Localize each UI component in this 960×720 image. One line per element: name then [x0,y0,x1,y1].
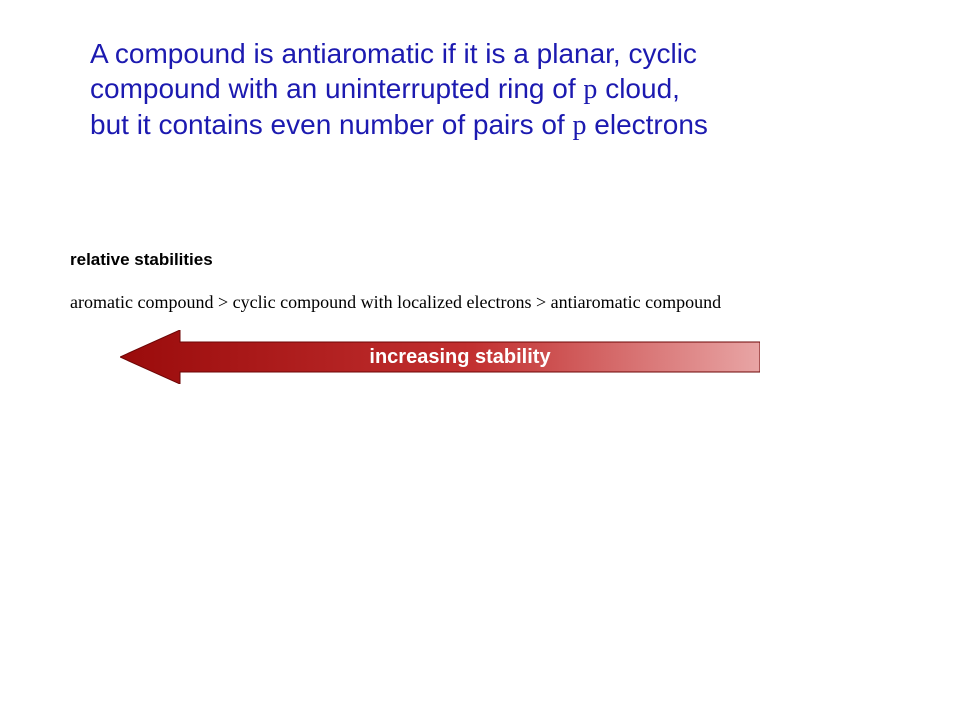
def-line3-b: electrons [587,109,708,140]
def-line3-a: but it contains even number of pairs of [90,109,573,140]
def-line1: A compound is antiaromatic if it is a pl… [90,38,697,69]
arrow-shape [120,330,760,384]
stability-ordering: aromatic compound > cyclic compound with… [70,292,721,313]
pi-symbol-1: p [583,74,597,105]
definition-text: A compound is antiaromatic if it is a pl… [90,36,810,143]
stability-arrow: increasing stability [120,330,760,384]
relative-stabilities-label: relative stabilities [70,250,213,270]
def-line2-b: cloud, [597,73,680,104]
pi-symbol-2: p [573,110,587,141]
def-line2-a: compound with an uninterrupted ring of [90,73,583,104]
